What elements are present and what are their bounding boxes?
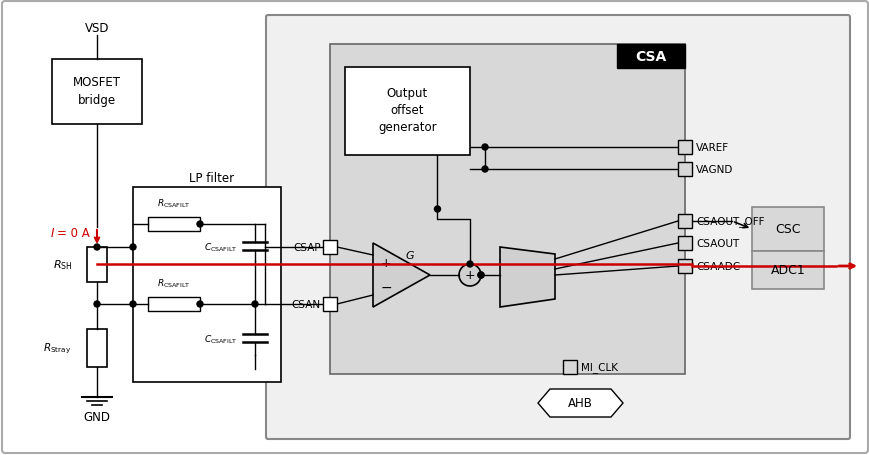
Circle shape [481, 167, 488, 172]
Bar [677, 214, 691, 228]
Text: $R_{\mathrm{CSAFILT}}$: $R_{\mathrm{CSAFILT}}$ [157, 277, 190, 289]
Text: LP filter: LP filter [189, 172, 235, 185]
Text: G: G [405, 250, 414, 260]
Text: CSAOUT: CSAOUT [695, 238, 739, 248]
Text: +: + [381, 257, 391, 270]
Circle shape [94, 244, 100, 250]
Circle shape [129, 244, 136, 250]
Circle shape [129, 301, 136, 307]
Text: −: − [380, 280, 391, 294]
Bar [148, 298, 200, 311]
Bar [751, 252, 823, 289]
Text: VAREF: VAREF [695, 143, 728, 153]
Bar [52, 60, 142, 125]
Bar [345, 68, 469, 156]
Bar [677, 141, 691, 155]
Polygon shape [500, 248, 554, 307]
Bar [322, 241, 336, 254]
Bar [329, 45, 684, 374]
Text: CSC: CSC [774, 223, 799, 236]
Bar [87, 248, 107, 283]
Text: bridge: bridge [78, 93, 116, 106]
Bar [616, 45, 684, 69]
Text: VAGND: VAGND [695, 165, 733, 175]
Text: VSD: VSD [84, 21, 109, 35]
Bar [133, 187, 281, 382]
Circle shape [459, 264, 481, 286]
Text: +: + [464, 269, 474, 282]
Text: $I$: $I$ [50, 227, 55, 240]
Text: generator: generator [378, 120, 436, 133]
Bar [322, 298, 336, 311]
Polygon shape [373, 243, 429, 307]
Circle shape [477, 273, 483, 278]
Text: GND: GND [83, 410, 110, 424]
Text: $R_{\mathrm{SH}}$: $R_{\mathrm{SH}}$ [53, 258, 73, 272]
Circle shape [467, 262, 473, 268]
Bar [87, 329, 107, 367]
Text: MI_CLK: MI_CLK [580, 362, 617, 373]
Text: CSAN: CSAN [291, 299, 321, 309]
Circle shape [477, 273, 483, 278]
Bar [677, 237, 691, 250]
Text: $C_{\mathrm{CSAFILT}}$: $C_{\mathrm{CSAFILT}}$ [204, 333, 238, 345]
Text: AHB: AHB [567, 397, 593, 410]
Bar [562, 360, 576, 374]
Circle shape [196, 301, 202, 307]
Text: $C_{\mathrm{CSAFILT}}$: $C_{\mathrm{CSAFILT}}$ [204, 241, 238, 254]
Polygon shape [537, 389, 622, 417]
Text: MOSFET: MOSFET [73, 76, 121, 88]
Circle shape [252, 301, 258, 307]
Text: $R_{\mathrm{CSAFILT}}$: $R_{\mathrm{CSAFILT}}$ [157, 197, 190, 210]
Bar [751, 207, 823, 252]
Circle shape [196, 222, 202, 228]
Circle shape [434, 207, 440, 212]
Text: CSAADC: CSAADC [695, 262, 740, 271]
Text: CSAOUT_OFF: CSAOUT_OFF [695, 216, 764, 227]
Circle shape [481, 145, 488, 151]
Bar [148, 217, 200, 232]
Circle shape [94, 301, 100, 307]
Text: Output: Output [387, 86, 428, 99]
Text: = 0 A: = 0 A [57, 227, 90, 240]
Bar [677, 162, 691, 177]
Text: CSAP: CSAP [293, 243, 321, 253]
Text: ADC1: ADC1 [770, 264, 805, 277]
Text: $R_{\mathrm{Stray}}$: $R_{\mathrm{Stray}}$ [43, 341, 71, 355]
FancyBboxPatch shape [266, 16, 849, 439]
Bar [677, 259, 691, 273]
Text: CSA: CSA [634, 50, 666, 64]
Text: offset: offset [390, 103, 424, 116]
